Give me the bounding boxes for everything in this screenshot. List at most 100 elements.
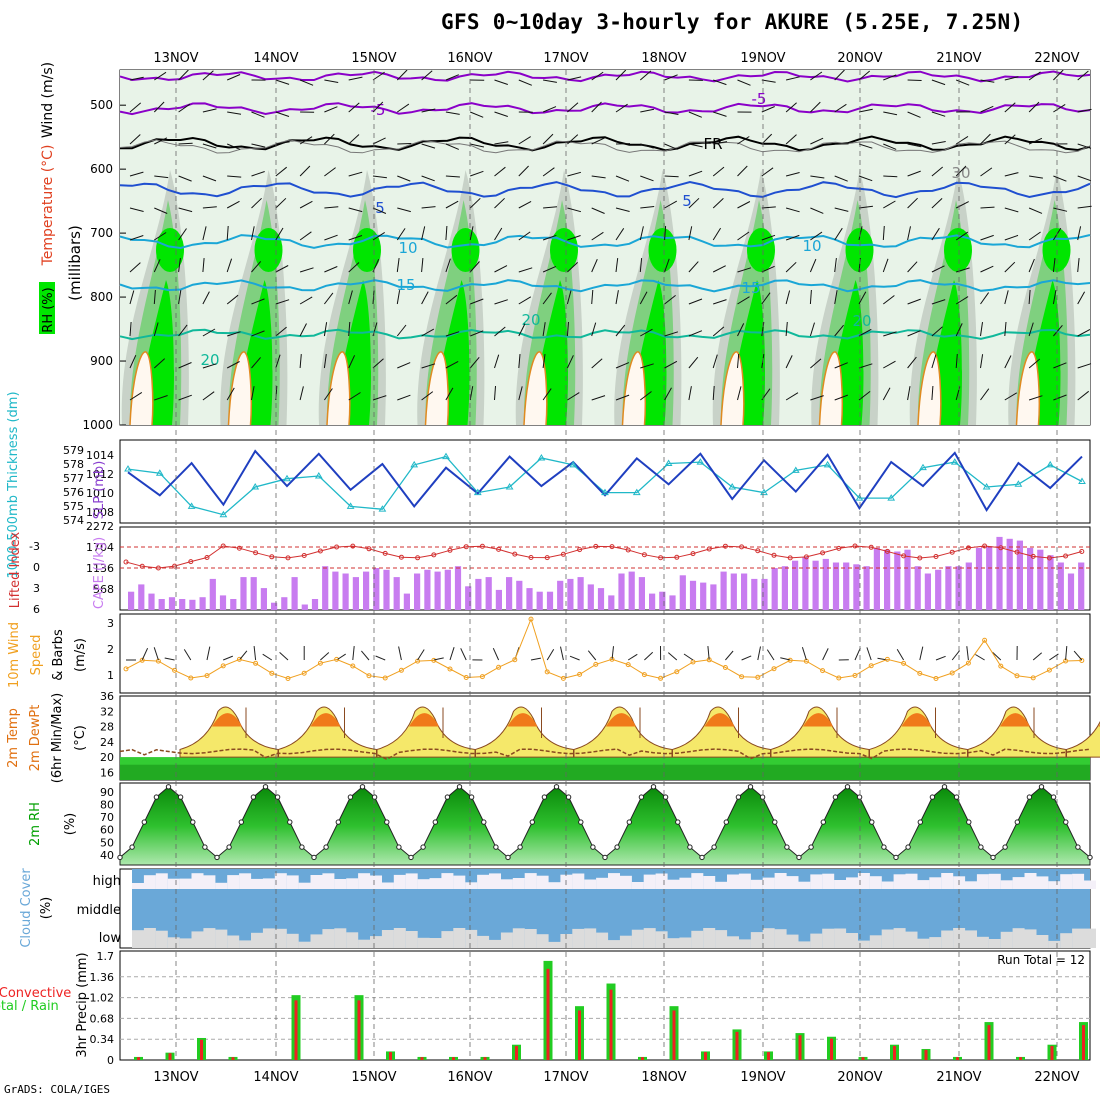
cloud-high-gap bbox=[381, 882, 394, 889]
precip-convective-bar bbox=[420, 1057, 424, 1060]
wind-barb bbox=[129, 290, 135, 305]
wind-barb bbox=[785, 261, 797, 273]
wind-barb bbox=[518, 200, 532, 209]
precip-convective-bar bbox=[515, 1045, 518, 1060]
wind-barb bbox=[834, 362, 848, 369]
lifted-index-tick: 6 bbox=[33, 603, 40, 616]
wind-barb bbox=[1052, 258, 1056, 273]
temp-tick: 24 bbox=[100, 736, 114, 749]
rh2m-point bbox=[638, 794, 645, 800]
rh2m-point bbox=[796, 854, 802, 861]
cloud-low-gap bbox=[191, 931, 204, 948]
wind-barb bbox=[227, 111, 242, 115]
wind-barb bbox=[299, 165, 311, 177]
precip-convective-bar bbox=[168, 1053, 172, 1060]
wind-barb bbox=[275, 111, 290, 117]
rh2m-point bbox=[1014, 819, 1020, 825]
cloud-low-gap bbox=[715, 930, 728, 948]
cape-bar bbox=[832, 562, 840, 610]
cape-bar bbox=[240, 577, 247, 610]
wind-barb bbox=[518, 136, 531, 145]
cape-bar bbox=[546, 591, 554, 610]
cape-bar bbox=[465, 586, 472, 610]
isotherm-label: FR bbox=[703, 135, 722, 153]
cloud-high-gap bbox=[322, 873, 335, 889]
temp-peak-fill bbox=[1000, 713, 1030, 727]
wind-barb bbox=[299, 354, 302, 369]
rh2m-point bbox=[832, 794, 839, 800]
wind10-barb bbox=[667, 652, 678, 661]
cape-bar bbox=[301, 604, 308, 610]
slp-tick: 1014 bbox=[86, 449, 114, 462]
wind-barb bbox=[809, 289, 812, 305]
wind-barb bbox=[761, 167, 774, 177]
cloud-high-gap bbox=[1000, 880, 1013, 889]
cloud-high-gap bbox=[548, 882, 561, 889]
wind-barb bbox=[421, 143, 436, 149]
rh2m-point bbox=[420, 844, 426, 850]
cape-bar bbox=[710, 584, 717, 610]
wind-barb bbox=[299, 296, 313, 305]
wind-barb bbox=[664, 387, 672, 401]
cloud-high-gap bbox=[1048, 881, 1061, 889]
wind-barb bbox=[251, 357, 261, 369]
cape-bar bbox=[996, 536, 1003, 610]
cloud-level-high: high bbox=[93, 874, 121, 889]
wind10-unit: (m/s) bbox=[73, 638, 88, 672]
rh2m-point bbox=[1026, 794, 1033, 800]
wind10-barb bbox=[352, 646, 355, 661]
cloud-high-gap bbox=[167, 878, 180, 889]
precip-convective-bar bbox=[1082, 1025, 1085, 1060]
rh2m-point bbox=[820, 819, 826, 825]
wind10-barb bbox=[433, 657, 444, 661]
wind-barb bbox=[542, 292, 552, 305]
wind10-barb bbox=[801, 647, 807, 661]
wind-barb bbox=[615, 394, 630, 401]
rh2m-point bbox=[1002, 844, 1008, 850]
temp-peak-fill bbox=[606, 713, 636, 727]
wind10-barb bbox=[1065, 646, 1068, 661]
wind-barb bbox=[396, 258, 400, 273]
wind10-barb bbox=[780, 657, 791, 661]
cloud-high-gap bbox=[1012, 877, 1025, 889]
cloud-low-gap bbox=[596, 932, 609, 948]
wind-barb bbox=[445, 200, 459, 209]
wind-barb bbox=[1077, 143, 1092, 149]
bottom-date-label: 13NOV bbox=[153, 1070, 198, 1085]
cloud-high-gap bbox=[310, 875, 323, 889]
precip-tick: 1.36 bbox=[90, 971, 115, 984]
bottom-date-label: 20NOV bbox=[837, 1070, 882, 1085]
wind-barb bbox=[1028, 395, 1043, 401]
wind-barb bbox=[129, 207, 144, 212]
wind-barb bbox=[980, 354, 984, 369]
rh2m-point bbox=[335, 819, 341, 825]
wind10-barb bbox=[951, 650, 960, 661]
cape-bar bbox=[608, 595, 615, 610]
wind-barb bbox=[712, 265, 726, 273]
cloud-high-gap bbox=[798, 881, 811, 889]
precip-convective-bar bbox=[137, 1057, 140, 1060]
cloud-level-low: low bbox=[99, 931, 122, 946]
wind-barb bbox=[955, 353, 958, 369]
wind-barb bbox=[688, 197, 700, 209]
wind-barb bbox=[810, 207, 824, 214]
cloud-low-gap bbox=[905, 931, 918, 948]
wind10-line bbox=[125, 617, 1082, 680]
rh2m-point bbox=[396, 844, 402, 850]
wind10-barb bbox=[279, 652, 289, 661]
rh2m-point bbox=[299, 844, 305, 850]
cape-bar bbox=[781, 566, 788, 610]
wind-barb bbox=[323, 388, 333, 401]
rh2m-point bbox=[1038, 784, 1045, 790]
cloud-low-gap bbox=[691, 930, 704, 948]
cape-bar bbox=[128, 591, 135, 610]
rh2m-point bbox=[553, 784, 560, 790]
wind-barb bbox=[931, 166, 944, 177]
cloud-high-gap bbox=[631, 882, 644, 889]
cloud-high-gap bbox=[965, 881, 977, 889]
cloud-low-gap bbox=[572, 928, 585, 948]
cloud-high-gap bbox=[453, 875, 466, 889]
wind-barb bbox=[761, 106, 775, 113]
wind-barb bbox=[1028, 207, 1043, 214]
wind10-point bbox=[269, 670, 275, 676]
